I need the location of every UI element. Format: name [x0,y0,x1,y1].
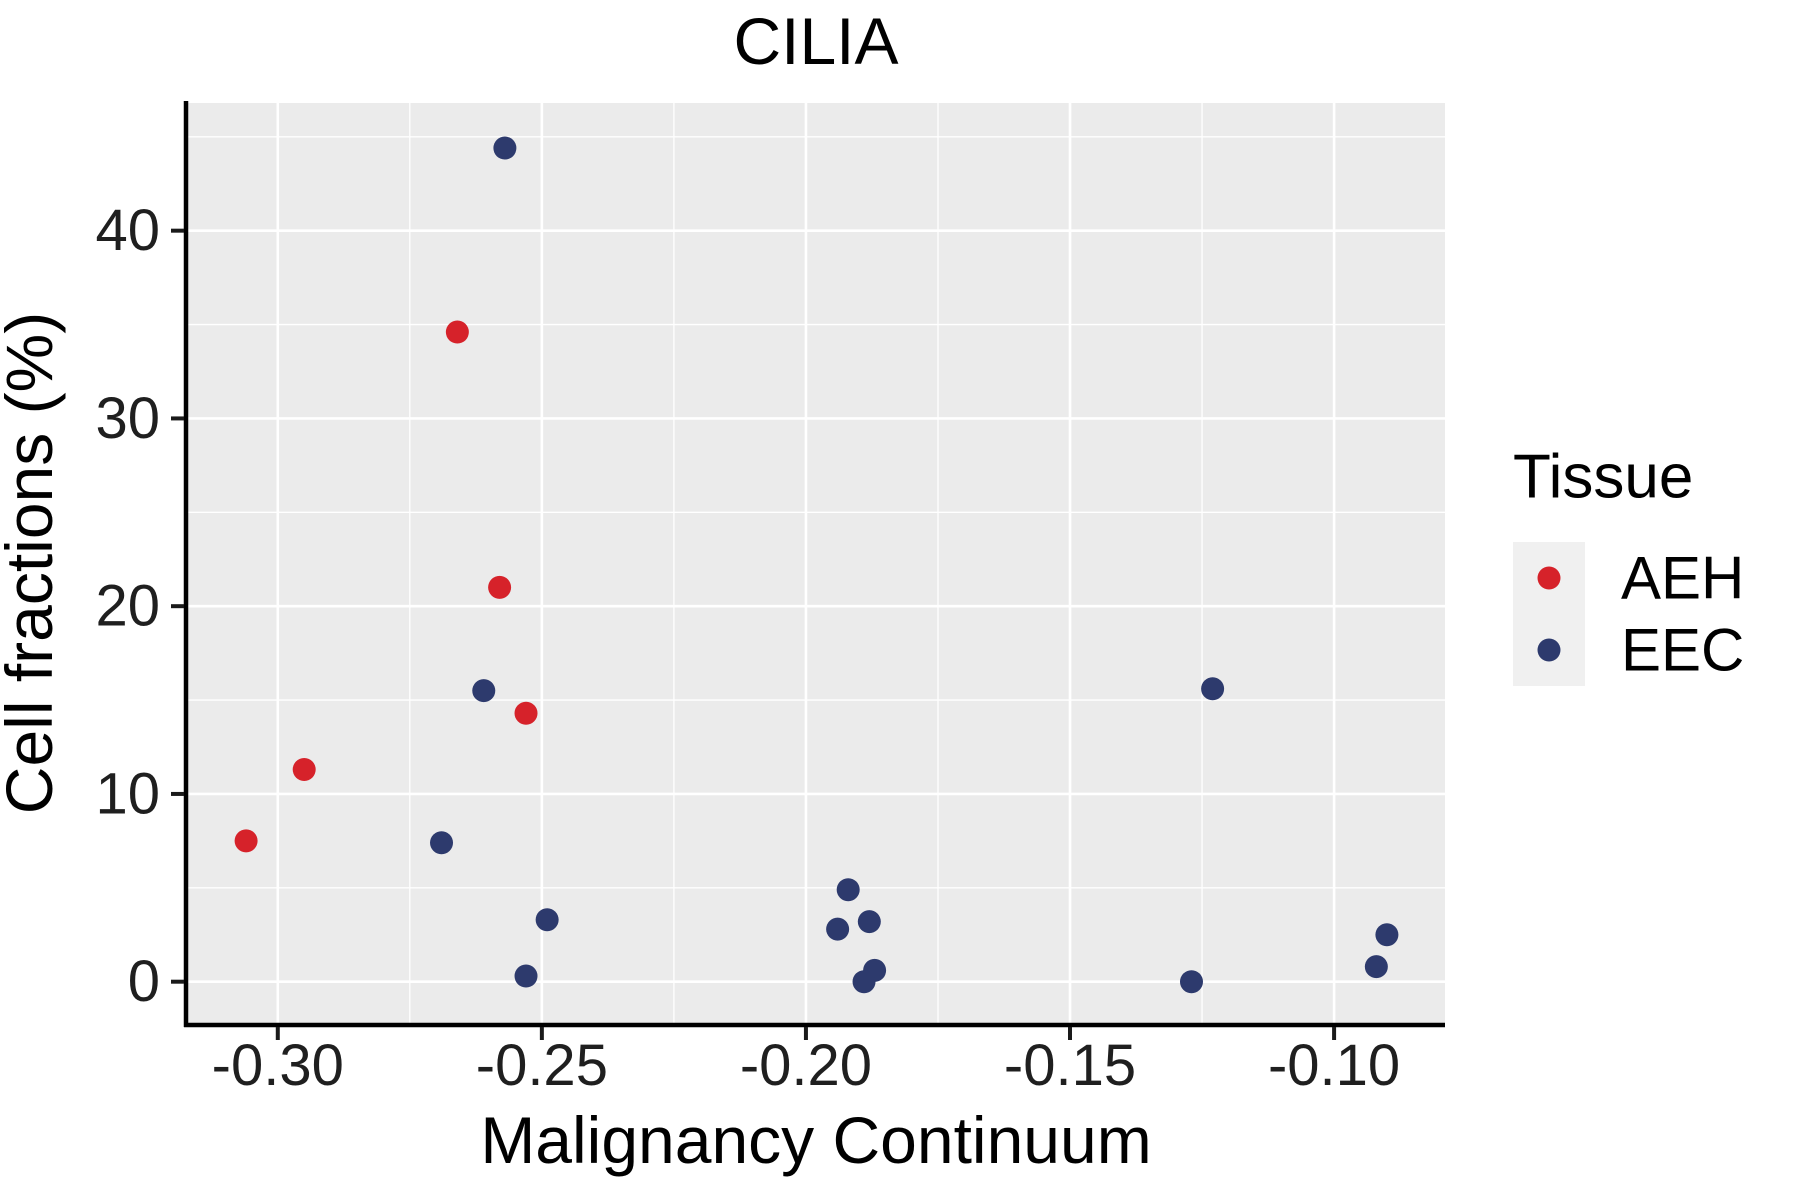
x-tick-label: -0.30 [212,1033,344,1098]
data-point-eec [826,917,850,941]
legend-dot-aeh [1537,566,1561,590]
data-point-eec [1179,970,1203,994]
y-tick-label: 20 [95,574,160,639]
plot-title: CILIA [733,4,898,78]
data-point-eec [535,908,559,932]
x-tick-label: -0.10 [1268,1033,1400,1098]
data-point-aeh [514,701,538,725]
x-tick-label: -0.15 [1004,1033,1136,1098]
legend-dot-eec [1537,638,1561,662]
data-point-eec [857,910,881,934]
x-tick-label: -0.25 [476,1033,608,1098]
y-tick-label: 40 [95,198,160,263]
x-tick-label: -0.20 [740,1033,872,1098]
data-point-eec [1364,955,1388,979]
data-point-aeh [445,320,469,344]
plot-panel: 0 10 20 30 40 -0.30 -0.25 -0.20 -0.15 -0.10 [95,101,1445,1098]
x-axis-title: Malignancy Continuum [480,1103,1151,1177]
data-point-aeh [292,758,316,782]
data-point-aeh [488,575,512,599]
data-point-aeh [234,829,258,853]
data-point-eec [493,136,517,160]
y-tick-label: 0 [128,949,160,1014]
data-point-eec [852,970,876,994]
y-tick-label: 10 [95,761,160,826]
data-point-eec [836,878,860,902]
data-point-eec [472,679,496,703]
data-point-eec [1201,677,1225,701]
data-point-eec [1375,923,1399,947]
data-point-eec [514,964,538,988]
y-tick-label: 30 [95,386,160,451]
legend-label-aeh: AEH [1621,545,1744,612]
legend-label-eec: EEC [1621,617,1744,684]
y-axis-title: Cell fractions (%) [0,312,66,814]
panel-background [188,103,1445,1023]
legend-title: Tissue [1513,443,1693,512]
data-point-eec [430,831,454,855]
